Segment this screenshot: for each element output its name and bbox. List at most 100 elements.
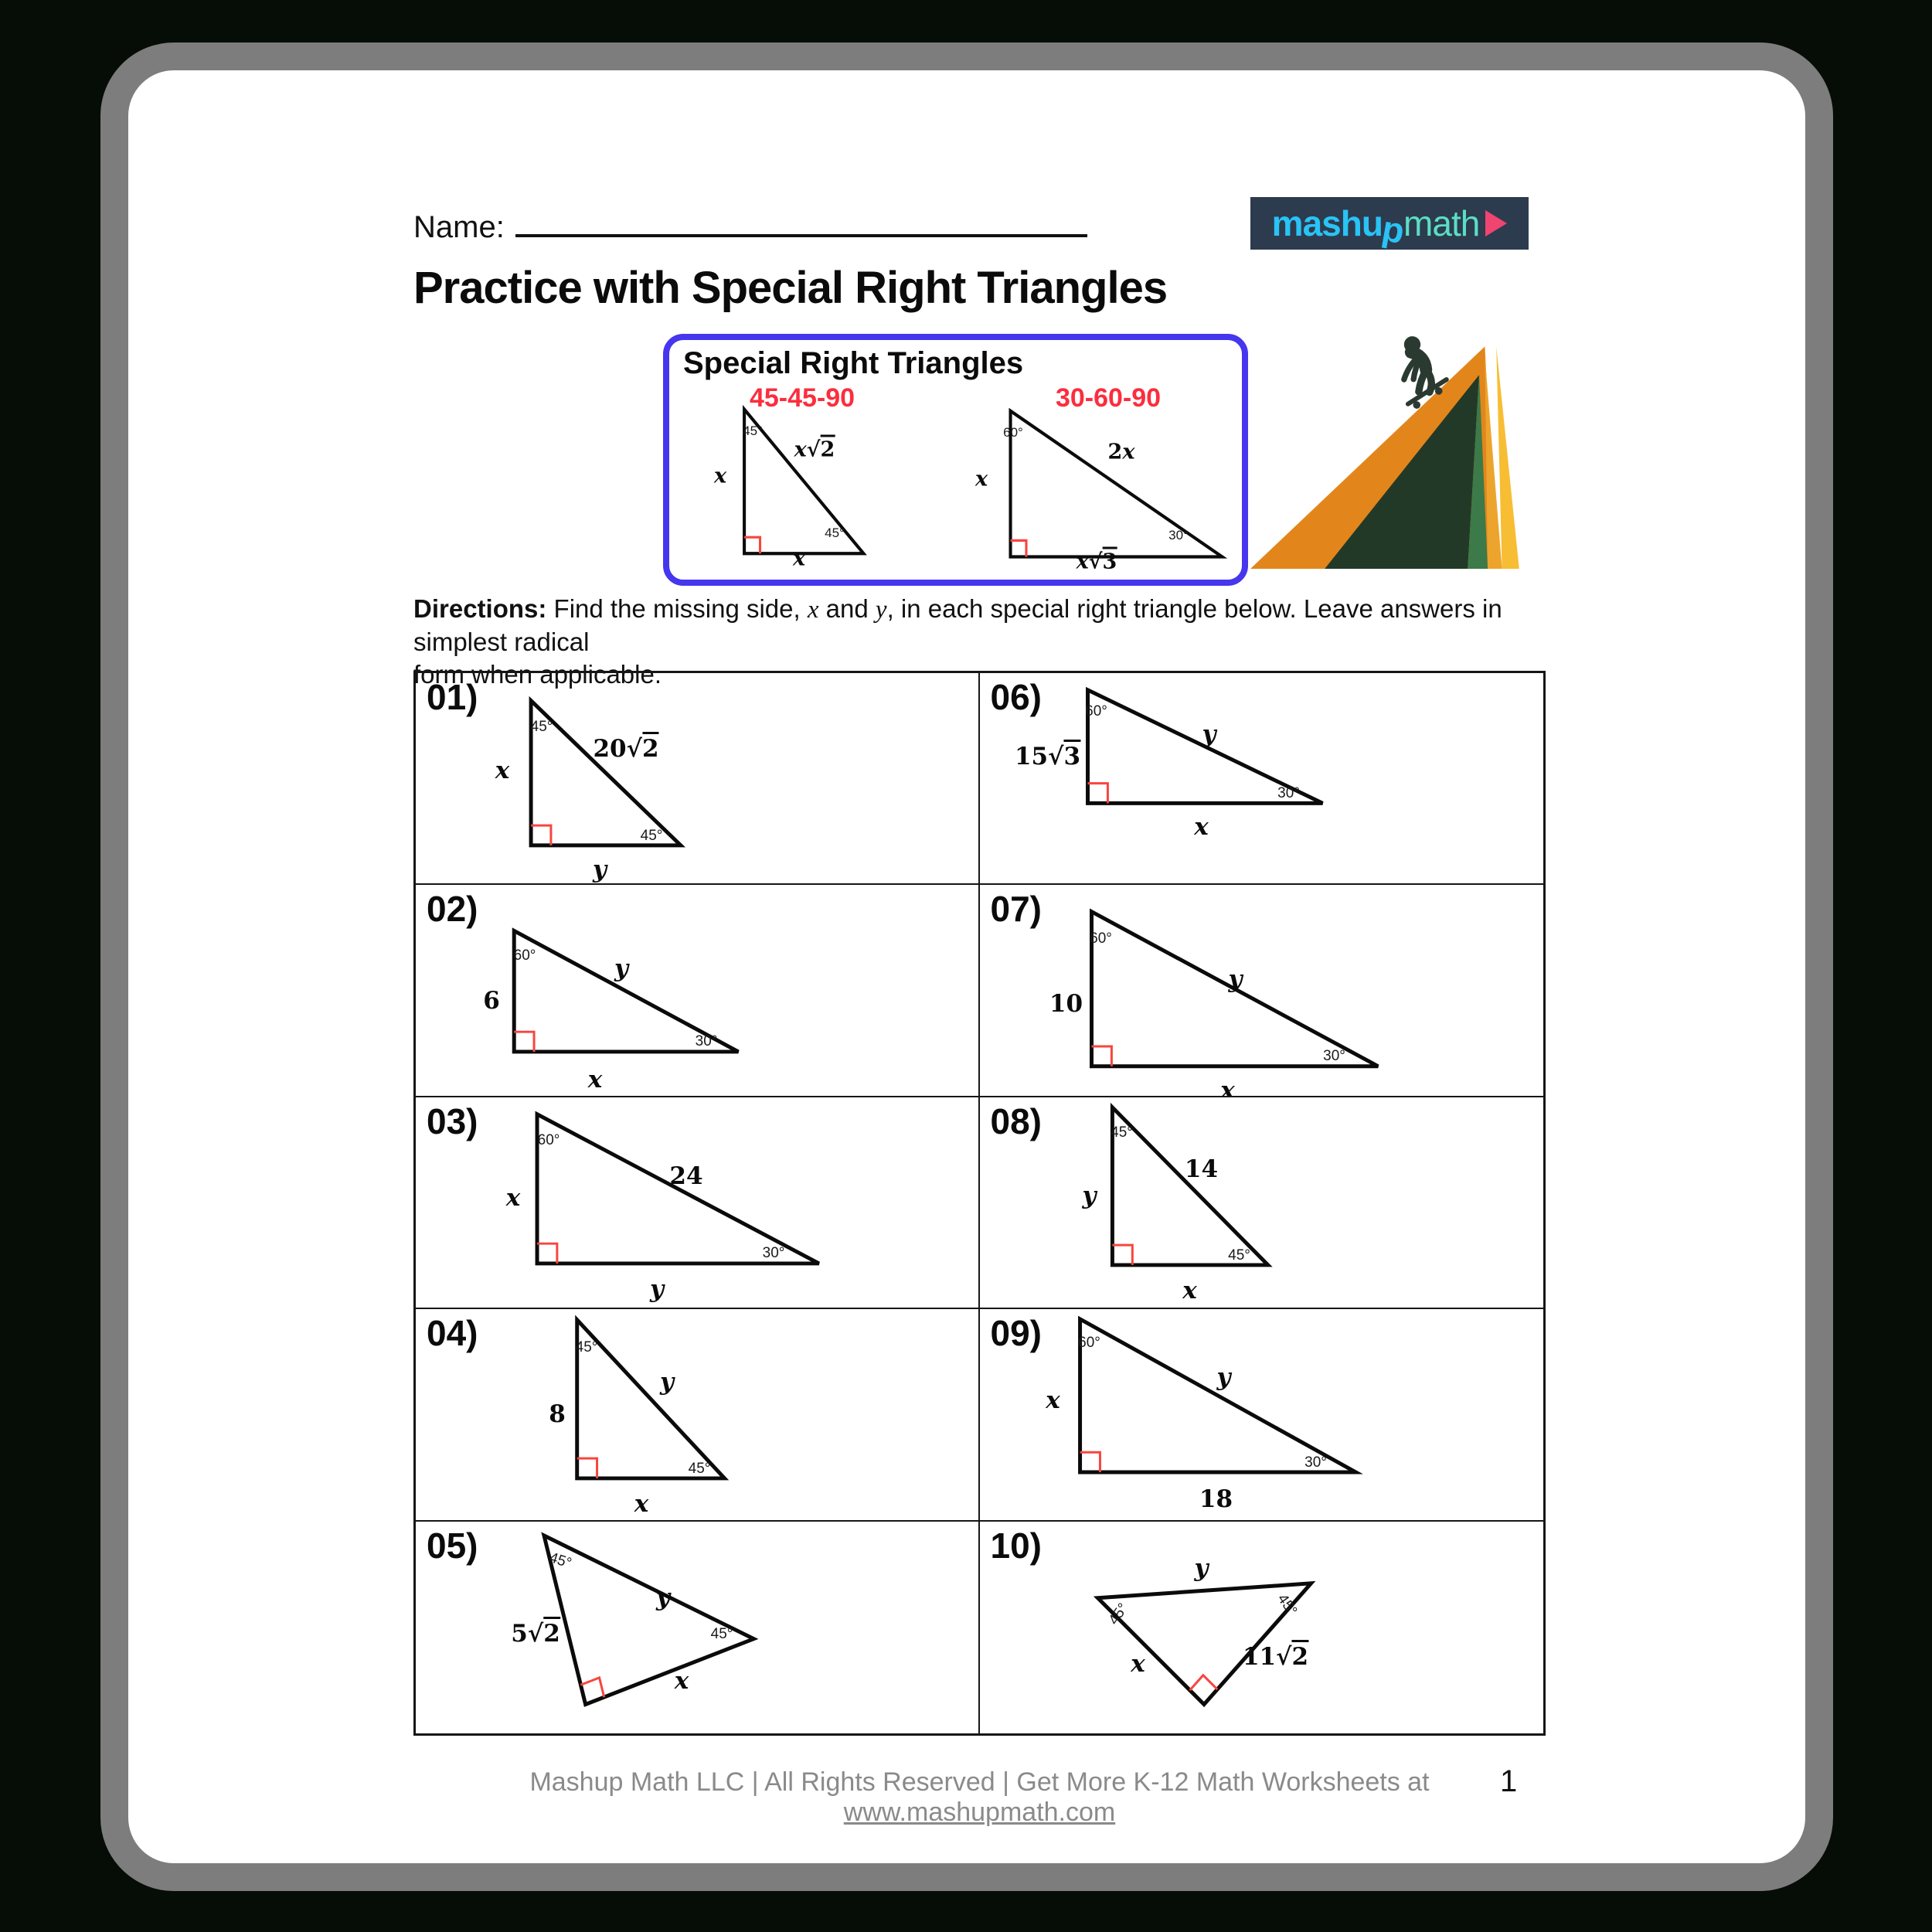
- angle-label: 60°: [1090, 930, 1112, 947]
- problem-number: 06): [990, 677, 1042, 717]
- footer: Mashup Math LLC | All Rights Reserved | …: [529, 1767, 1430, 1827]
- triangle-svg: [1085, 686, 1324, 805]
- side-label: y: [655, 1583, 671, 1611]
- side-label: x: [587, 1066, 603, 1094]
- side-label: 14: [1184, 1155, 1219, 1183]
- angle-label: 45°: [825, 526, 845, 540]
- directions-label: Directions:: [413, 594, 547, 623]
- triangle-figure: 45° 45° 8 y x: [416, 1309, 978, 1519]
- angle-label: 60°: [513, 947, 536, 964]
- name-blank-line[interactable]: [515, 203, 1087, 237]
- problem-cell-02: 02) 60° 30° 6 y x: [416, 885, 980, 1097]
- side-label: x: [634, 1490, 649, 1519]
- side-label: 20√2: [593, 732, 659, 763]
- angle-label: 30°: [695, 1033, 718, 1050]
- problem-number: 07): [990, 889, 1042, 930]
- triangle-figure: 45° 45° x 11√2 y: [980, 1522, 1544, 1733]
- side-label: y: [1082, 1181, 1097, 1209]
- triangle-figure: 60° 30° x 24 y: [416, 1097, 978, 1308]
- side-label: 5√2: [511, 1616, 560, 1648]
- directions: Directions: Find the missing side, x and…: [413, 593, 1596, 691]
- right-angle-marker: [1189, 1673, 1218, 1691]
- page-number: 1: [1500, 1764, 1518, 1798]
- triangle-figure: 60° 30° 15√3 y x: [980, 673, 1544, 883]
- angle-label: 60°: [1078, 1335, 1100, 1352]
- mashupmath-link[interactable]: www.mashupmath.com: [843, 1798, 1116, 1827]
- problem-cell-01: 01) 45° 45° x 20√2 y: [416, 673, 980, 886]
- triangle-svg: [1093, 1580, 1315, 1707]
- triangle-figure: 45° 45° y 14 x: [980, 1097, 1544, 1308]
- triangle-figure: 60° 30° 6 y x: [416, 885, 978, 1095]
- right-angle-marker: [744, 536, 762, 554]
- side-label: 2x: [1107, 440, 1135, 464]
- worksheet-page: Name: mashup math Practice with Special R…: [128, 70, 1805, 1863]
- right-angle-marker: [1010, 539, 1028, 557]
- angle-label: 60°: [1085, 703, 1107, 719]
- reference-box-heading: Special Right Triangles: [683, 346, 1024, 380]
- side-label: x: [1194, 813, 1209, 841]
- side-label: x: [713, 464, 727, 488]
- triangle-svg: [541, 1531, 759, 1707]
- triangle-figure: 45° 45° x 20√2 y: [416, 673, 978, 883]
- special-right-triangles-box: Special Right Triangles 45-45-90 30-60-9…: [663, 334, 1248, 586]
- problem-cell-10: 10) 45° 45° x 11√2 y: [980, 1522, 1544, 1733]
- side-label: x: [495, 757, 510, 784]
- reference-triangle-figure: 45° 45° x x√2 x: [669, 340, 1242, 580]
- side-label: x√3: [1077, 546, 1117, 574]
- side-label: y: [1194, 1553, 1209, 1582]
- angle-label: 30°: [762, 1244, 785, 1261]
- triangle-svg: [575, 1315, 730, 1481]
- side-label: x: [1131, 1649, 1145, 1678]
- triangle-svg: [1089, 908, 1379, 1069]
- name-row: Name:: [413, 203, 1087, 245]
- skater-silhouette-icon: [1401, 336, 1449, 409]
- angle-label: 45°: [743, 423, 763, 438]
- page-frame: Name: mashup math Practice with Special R…: [100, 43, 1833, 1891]
- side-label: 24: [669, 1162, 703, 1190]
- triangle-svg: [1110, 1102, 1273, 1267]
- right-angle-marker: [531, 824, 553, 845]
- triangle-figure: 45° 45° 5√2 y x: [416, 1522, 978, 1733]
- angle-label: 45°: [1228, 1247, 1250, 1264]
- side-label: x: [674, 1666, 689, 1695]
- side-label: y: [1228, 965, 1243, 994]
- side-label: y: [592, 855, 607, 883]
- reference-triangle-figure: 60° 30° x 2x x√3: [669, 340, 1242, 580]
- right-angle-marker: [1080, 1451, 1101, 1473]
- problem-cell-03: 03) 60° 30° x 24 y: [416, 1097, 980, 1310]
- logo-word-math: math: [1403, 203, 1480, 243]
- side-label: 11√2: [1243, 1639, 1309, 1671]
- logo-word-mashup: mashup: [1271, 203, 1407, 251]
- right-angle-marker: [1087, 782, 1109, 804]
- right-angle-marker: [1091, 1045, 1113, 1067]
- problem-number: 05): [427, 1525, 478, 1566]
- problem-cell-06: 06) 60° 30° 15√3 y x: [979, 673, 1544, 886]
- problem-number: 02): [427, 889, 478, 930]
- problems-grid: 01) 45° 45° x 20√2 y 06) 60° 30° 15√3 y x 02) 60° 30…: [413, 671, 1546, 1736]
- angle-label: 45°: [530, 719, 553, 735]
- side-label: 10: [1049, 990, 1083, 1019]
- triangle-svg: [512, 927, 740, 1054]
- side-label: x√2: [794, 434, 835, 462]
- right-angle-marker: [577, 1457, 599, 1479]
- side-label: y: [649, 1274, 665, 1303]
- name-label: Name:: [413, 210, 505, 244]
- angle-label: 45°: [575, 1339, 598, 1356]
- side-label: x: [1182, 1276, 1197, 1304]
- side-label: x: [1046, 1386, 1060, 1415]
- angle-label: 30°: [1323, 1048, 1345, 1065]
- problem-number: 01): [427, 677, 478, 717]
- triangle-figure: 60° 30° 10 y x: [980, 885, 1544, 1096]
- play-icon: [1485, 210, 1508, 236]
- side-label: 15√3: [1015, 740, 1081, 770]
- angle-label: 60°: [1003, 425, 1023, 440]
- side-label: x: [792, 546, 806, 571]
- angle-label: 45°: [1111, 1124, 1133, 1141]
- side-label: y: [659, 1368, 675, 1396]
- side-label: x: [975, 467, 988, 492]
- label-30-60-90: 30-60-90: [1055, 383, 1162, 413]
- triangle-svg: [529, 696, 686, 848]
- problem-number: 08): [990, 1100, 1042, 1141]
- problem-cell-04: 04) 45° 45° 8 y x: [416, 1309, 980, 1522]
